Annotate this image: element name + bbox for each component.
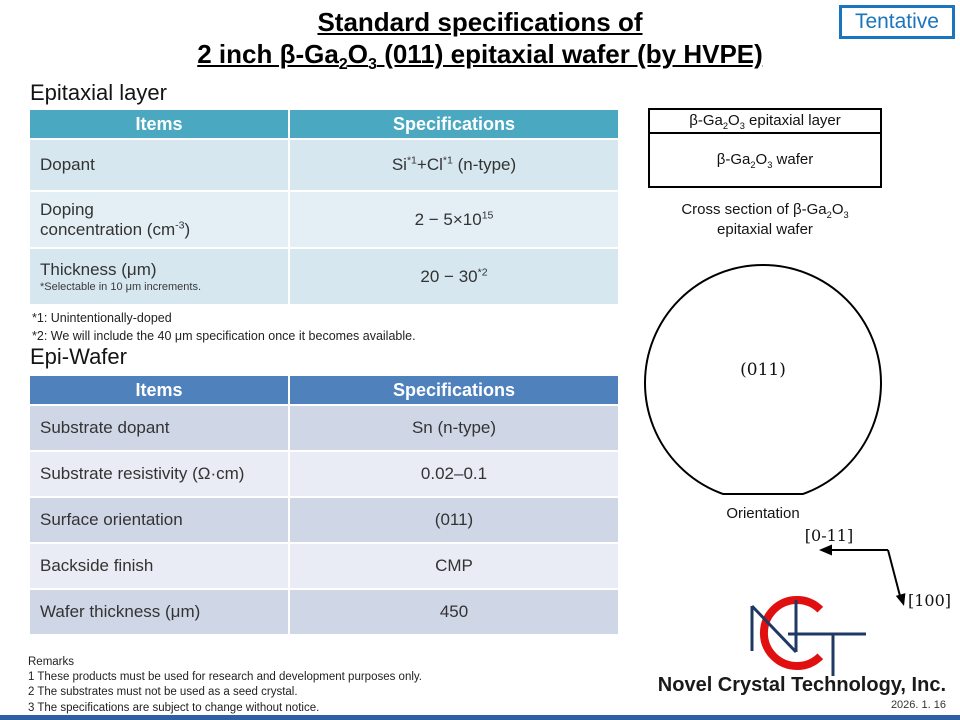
table-row: Doping concentration (cm-3) 2 − 5×1015 bbox=[30, 192, 618, 247]
cell-note: *Selectable in 10 μm increments. bbox=[40, 281, 202, 293]
item-cell: Surface orientation bbox=[30, 498, 288, 542]
wafer-box: β-Ga2O3 wafer bbox=[648, 132, 882, 188]
cross-section-caption: Cross section of β-Ga2O3 epitaxial wafer bbox=[681, 201, 849, 239]
section-heading-epitaxial-layer: Epitaxial layer bbox=[30, 80, 167, 105]
remark-line: 2 The substrates must not be used as a s… bbox=[28, 686, 298, 699]
spec-cell: (011) bbox=[290, 498, 618, 542]
table-row: Wafer thickness (μm) 450 bbox=[30, 590, 618, 634]
table-row: Backside finish CMP bbox=[30, 544, 618, 588]
spec-cell: 2 − 5×1015 bbox=[290, 192, 618, 247]
wafer-face-label: (011) bbox=[740, 360, 786, 380]
page-title: Standard specifications of 2 inch β-Ga2O… bbox=[0, 6, 960, 74]
epitaxial-layer-box: β-Ga2O3 epitaxial layer bbox=[648, 108, 882, 134]
items-header: Items bbox=[30, 110, 288, 138]
bottom-accent-bar bbox=[0, 715, 960, 720]
spec-cell: CMP bbox=[290, 544, 618, 588]
spec-cell: 450 bbox=[290, 590, 618, 634]
item-cell: Dopant bbox=[30, 140, 288, 190]
table-row: Dopant Si*1+Cl*1 (n-type) bbox=[30, 140, 618, 190]
spec-cell: 0.02–0.1 bbox=[290, 452, 618, 496]
table-row: Substrate dopant Sn (n-type) bbox=[30, 406, 618, 450]
nct-logo bbox=[750, 596, 866, 676]
remark-line: 1 These products must be used for resear… bbox=[28, 671, 422, 684]
footnote-1: *1: Unintentionally-doped bbox=[32, 311, 172, 325]
remarks-title: Remarks bbox=[28, 656, 75, 668]
remarks: Remarks 1 These products must be used fo… bbox=[28, 655, 422, 716]
cross-section-diagram: β-Ga2O3 epitaxial layer β-Ga2O3 wafer bbox=[648, 108, 882, 188]
item-cell: Substrate resistivity (Ω·cm) bbox=[30, 452, 288, 496]
title-line-2: 2 inch β-Ga2O3 (011) epitaxial wafer (by… bbox=[197, 39, 763, 74]
item-cell: Wafer thickness (μm) bbox=[30, 590, 288, 634]
tentative-badge: Tentative bbox=[838, 5, 955, 39]
epiwafer-table: Items Specifications Substrate dopant Sn… bbox=[28, 374, 620, 636]
slide-date: 2026. 1. 16 bbox=[890, 699, 946, 711]
axis-100-label: [100] bbox=[908, 591, 952, 610]
wafer-circle bbox=[644, 264, 882, 508]
footnote-2: *2: We will include the 40 μm specificat… bbox=[32, 328, 416, 343]
axis-arrows bbox=[819, 544, 906, 606]
title-line-1: Standard specifications of bbox=[317, 7, 643, 37]
item-cell: Thickness (μm) *Selectable in 10 μm incre… bbox=[30, 249, 288, 304]
specifications-header: Specifications bbox=[290, 110, 618, 138]
orientation-label: Orientation bbox=[726, 505, 800, 522]
remark-line: 3 The specifications are subject to chan… bbox=[28, 701, 320, 714]
item-cell: Substrate dopant bbox=[30, 406, 288, 450]
section-heading-epi-wafer: Epi-Wafer bbox=[30, 344, 127, 369]
header-row: Items Specifications bbox=[30, 376, 618, 404]
epitaxial-table: Items Specifications Dopant Si*1+Cl*1 (n… bbox=[28, 108, 620, 306]
spec-cell: 20 − 30*2 bbox=[290, 249, 618, 304]
item-cell: Backside finish bbox=[30, 544, 288, 588]
spec-cell: Sn (n-type) bbox=[290, 406, 618, 450]
table-row: Thickness (μm) *Selectable in 10 μm incre… bbox=[30, 249, 618, 304]
axis-0-11-label: [0-11] bbox=[804, 526, 854, 545]
header-row: Items Specifications bbox=[30, 110, 618, 138]
specifications-header: Specifications bbox=[290, 376, 618, 404]
footnotes: *1: Unintentionally-doped *2: We will in… bbox=[32, 310, 416, 345]
item-cell: Doping concentration (cm-3) bbox=[30, 192, 288, 247]
table-row: Surface orientation (011) bbox=[30, 498, 618, 542]
company-name: Novel Crystal Technology, Inc. bbox=[657, 674, 946, 696]
table-row: Substrate resistivity (Ω·cm) 0.02–0.1 bbox=[30, 452, 618, 496]
items-header: Items bbox=[30, 376, 288, 404]
spec-cell: Si*1+Cl*1 (n-type) bbox=[290, 140, 618, 190]
